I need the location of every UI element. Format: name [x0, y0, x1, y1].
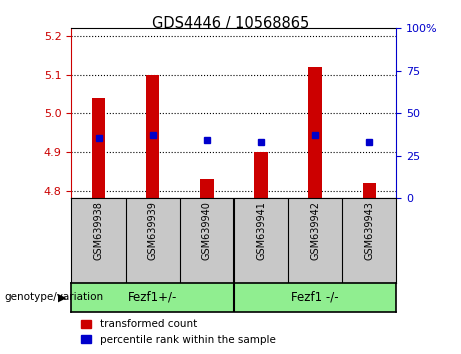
Legend: transformed count, percentile rank within the sample: transformed count, percentile rank withi… — [77, 315, 280, 349]
Bar — [308, 67, 322, 198]
Text: GSM639938: GSM639938 — [94, 201, 104, 260]
Text: ▶: ▶ — [59, 292, 67, 302]
Text: GSM639943: GSM639943 — [364, 201, 374, 260]
Text: GSM639940: GSM639940 — [202, 201, 212, 260]
Bar — [254, 152, 268, 198]
Text: GDS4446 / 10568865: GDS4446 / 10568865 — [152, 16, 309, 31]
Text: genotype/variation: genotype/variation — [5, 292, 104, 302]
Text: Fezf1 -/-: Fezf1 -/- — [291, 291, 339, 304]
Text: Fezf1+/-: Fezf1+/- — [128, 291, 177, 304]
Bar — [146, 75, 160, 198]
Bar — [200, 179, 213, 198]
Text: GSM639939: GSM639939 — [148, 201, 158, 260]
Text: GSM639941: GSM639941 — [256, 201, 266, 260]
Text: GSM639942: GSM639942 — [310, 201, 320, 260]
Bar — [92, 98, 105, 198]
Bar — [363, 183, 376, 198]
